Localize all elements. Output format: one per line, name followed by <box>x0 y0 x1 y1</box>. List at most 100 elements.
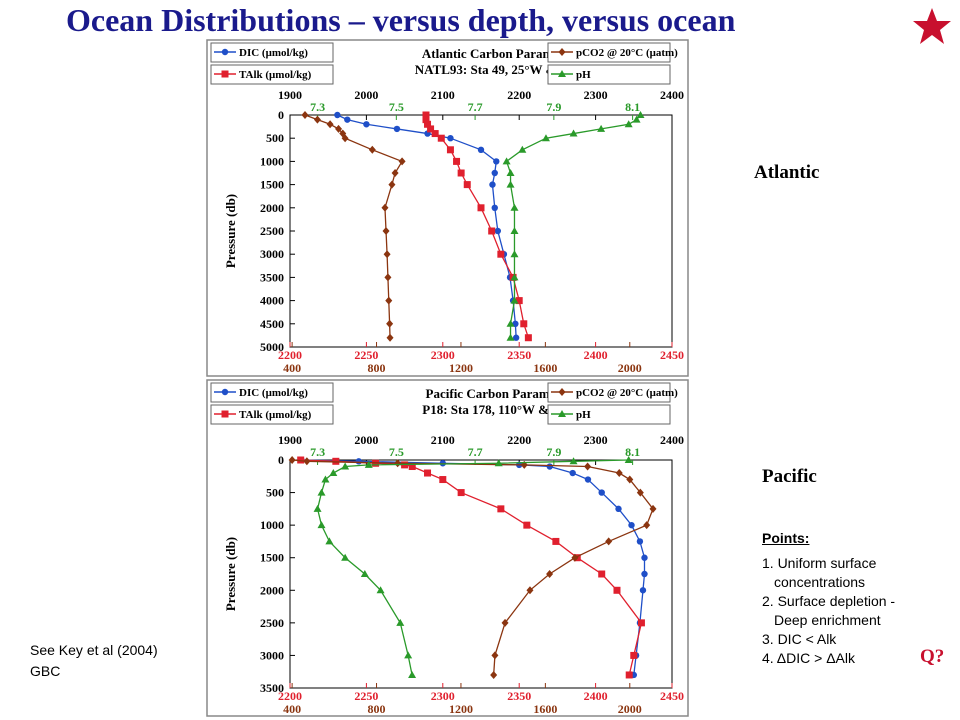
x3-tick-label: 2400 <box>584 348 608 362</box>
marker <box>636 111 645 118</box>
marker <box>398 157 406 166</box>
x2-tick-label: 8.1 <box>625 445 640 459</box>
y-tick-label: 2500 <box>260 224 284 238</box>
marker <box>598 570 606 578</box>
marker <box>385 296 393 305</box>
x3-tick-label: 2400 <box>584 689 608 703</box>
x4-tick-label: 800 <box>368 702 386 716</box>
marker <box>649 504 657 513</box>
marker <box>510 296 519 304</box>
marker <box>510 250 519 258</box>
marker <box>326 120 334 129</box>
question: Q? <box>920 646 945 667</box>
legend-box <box>547 404 671 425</box>
point-item: 2. Surface depletion - <box>762 593 896 609</box>
marker <box>355 458 362 465</box>
point-item: 3. DIC < Alk <box>762 631 837 647</box>
x4-tick-label: 400 <box>283 702 301 716</box>
marker <box>368 145 376 154</box>
marker <box>321 475 330 483</box>
y-tick-label: 500 <box>266 486 284 500</box>
x3-tick-label: 2200 <box>278 689 302 703</box>
x2-tick-label: 7.7 <box>468 445 483 459</box>
marker <box>383 250 391 259</box>
marker <box>446 146 454 154</box>
x3-tick-label: 2300 <box>431 689 455 703</box>
marker <box>624 456 633 463</box>
marker <box>221 70 229 78</box>
marker <box>510 227 519 234</box>
x2-tick-label: 7.3 <box>310 445 325 459</box>
marker <box>384 273 392 282</box>
x2-tick-label: 7.7 <box>468 100 483 114</box>
marker <box>558 48 566 56</box>
legend-box <box>547 382 671 403</box>
marker <box>628 521 635 529</box>
marker <box>447 135 454 142</box>
legend-label: DIC (μmol/kg) <box>239 47 308 59</box>
x-tick-label: 2100 <box>431 433 455 447</box>
y-tick-label: 500 <box>266 131 284 145</box>
marker <box>388 180 396 189</box>
marker <box>364 460 373 468</box>
point-item: Deep enrichment <box>774 612 881 628</box>
points-list: 1. Uniform surface concentrations 2. Surfa… <box>762 554 895 668</box>
marker <box>297 456 305 464</box>
marker <box>546 463 553 470</box>
x3-tick-label: 2200 <box>278 348 302 362</box>
legend-label: pCO2 @ 20°C (μatm) <box>576 387 678 399</box>
marker <box>386 333 394 342</box>
reference-line: See Key et al (2004) <box>30 642 158 658</box>
marker <box>344 116 351 123</box>
marker <box>494 459 503 467</box>
marker <box>463 181 471 189</box>
marker <box>490 670 498 679</box>
marker <box>569 129 578 137</box>
chart-title: Atlantic Carbon Parameters <box>422 46 580 61</box>
marker <box>558 388 566 396</box>
x2-tick-label: 7.5 <box>389 445 404 459</box>
marker <box>510 203 519 211</box>
y-tick-label: 2500 <box>260 616 284 630</box>
marker <box>641 554 648 561</box>
marker <box>552 537 560 545</box>
marker <box>512 320 519 327</box>
marker <box>510 273 519 281</box>
legend-box <box>547 42 671 63</box>
marker <box>523 521 531 529</box>
x4-tick-label: 1200 <box>449 702 473 716</box>
marker <box>506 180 515 188</box>
x4-tick-label: 2000 <box>618 361 642 375</box>
marker <box>520 320 528 328</box>
marker <box>427 125 435 133</box>
atlantic-label: Atlantic <box>754 162 820 183</box>
marker <box>424 120 432 128</box>
x-tick-label: 1900 <box>278 433 302 447</box>
marker <box>569 457 578 465</box>
marker <box>386 319 394 328</box>
marker <box>518 145 527 153</box>
marker <box>408 670 417 678</box>
marker <box>325 537 334 545</box>
legend-label: pH <box>576 409 591 421</box>
marker <box>422 111 430 119</box>
legend-box <box>210 64 334 85</box>
marker <box>512 334 520 341</box>
marker <box>501 618 509 627</box>
chart-subtitle: NATL93: Sta 49, 25°W & 27°N <box>415 62 588 77</box>
marker <box>422 116 430 124</box>
marker <box>598 489 605 496</box>
marker <box>491 204 498 211</box>
marker <box>489 181 496 188</box>
x-tick-label: 2400 <box>660 88 684 102</box>
marker <box>382 227 390 235</box>
chart-subtitle: P18: Sta 178, 110°W & 16°N <box>422 402 580 417</box>
x3-tick-label: 2450 <box>660 348 684 362</box>
marker <box>524 334 532 342</box>
y-tick-label: 3000 <box>260 247 284 261</box>
marker <box>615 505 622 513</box>
y-tick-label: 5000 <box>260 340 284 354</box>
marker <box>396 618 405 626</box>
